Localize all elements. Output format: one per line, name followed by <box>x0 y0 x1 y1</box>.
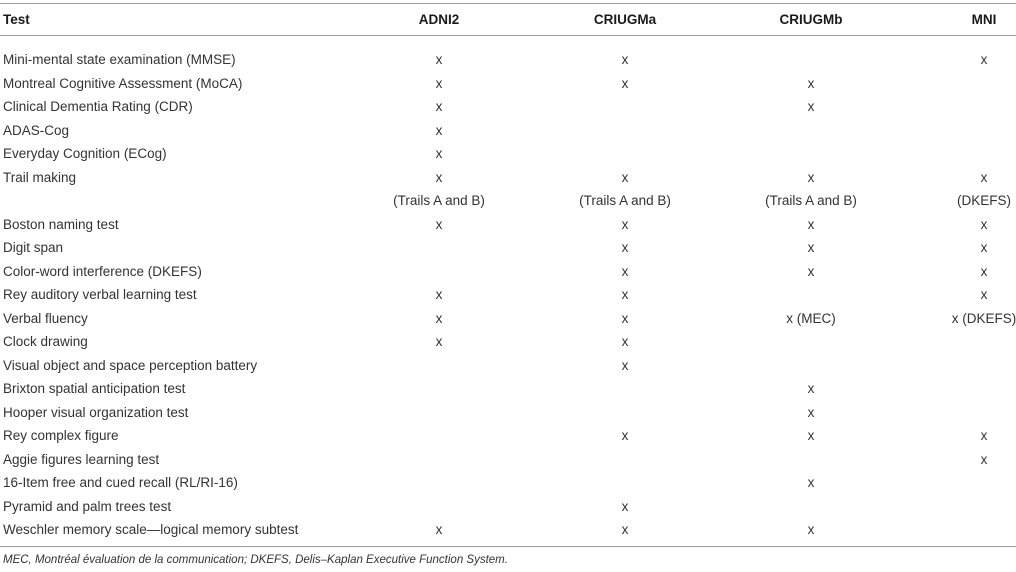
table-bottom-rule <box>0 546 1016 547</box>
header-adni2: ADNI2 <box>418 12 460 27</box>
row-cell-criugmb: x <box>807 76 815 91</box>
header-rule <box>0 35 1016 36</box>
row-cell-adni2: x <box>435 217 443 232</box>
row-cell-mni: x <box>980 428 988 443</box>
row-test-name: ADAS-Cog <box>3 123 70 138</box>
table-top-rule <box>0 3 1016 4</box>
row-cell-criugma: x <box>621 499 629 514</box>
row-cell-mni: x <box>980 217 988 232</box>
row-cell-adni2: x <box>435 311 443 326</box>
row-cell-criugmb: x (MEC) <box>786 311 836 326</box>
row-cell-criugma: x <box>621 311 629 326</box>
row-cell-adni2: x <box>435 170 443 185</box>
row-cell-criugma: x <box>621 334 629 349</box>
row-cell-mni: x <box>980 170 988 185</box>
row-cell-adni2: x <box>435 123 443 138</box>
row-test-name: Clock drawing <box>3 334 88 349</box>
table-footnote: MEC, Montréal évaluation de la communica… <box>3 554 508 566</box>
row-test-name: Rey complex figure <box>3 428 119 443</box>
row-cell-mni: x <box>980 52 988 67</box>
row-cell-criugma: x <box>621 428 629 443</box>
row-cell-adni2: x <box>435 522 443 537</box>
row-cell-criugma: x <box>621 287 629 302</box>
row-cell-adni2: x <box>435 52 443 67</box>
row-test-name: Boston naming test <box>3 217 119 232</box>
row-test-name: Digit span <box>3 240 64 255</box>
row-test-name: Visual object and space perception batte… <box>3 358 258 373</box>
row-cell-mni: x <box>980 452 988 467</box>
row-cell-mni: x <box>980 287 988 302</box>
header-criugmb: CRIUGMb <box>779 12 843 27</box>
row-cell-criugmb: x <box>807 522 815 537</box>
header-test: Test <box>3 12 30 27</box>
row-test-name: Weschler memory scale—logical memory sub… <box>3 522 299 537</box>
row-cell-criugmb: x <box>807 217 815 232</box>
row-test-name: Brixton spatial anticipation test <box>3 381 186 396</box>
row-cell-mni: x <box>980 264 988 279</box>
row-cell-criugmb: x <box>807 428 815 443</box>
row-cell-criugma: x <box>621 264 629 279</box>
row-cell-adni2: x <box>435 146 443 161</box>
row-cell-mni: (DKEFS) <box>957 193 1011 208</box>
row-cell-criugma: x <box>621 170 629 185</box>
row-test-name: Hooper visual organization test <box>3 405 189 420</box>
row-test-name: 16-Item free and cued recall (RL/RI-16) <box>3 475 238 490</box>
row-test-name: Rey auditory verbal learning test <box>3 287 197 302</box>
row-test-name: Mini-mental state examination (MMSE) <box>3 52 236 67</box>
row-cell-criugmb: x <box>807 264 815 279</box>
row-cell-adni2: x <box>435 287 443 302</box>
row-test-name: Aggie figures learning test <box>3 452 160 467</box>
row-cell-criugmb: x <box>807 170 815 185</box>
row-test-name: Verbal fluency <box>3 311 88 326</box>
row-cell-criugmb: x <box>807 240 815 255</box>
row-cell-criugma: x <box>621 52 629 67</box>
row-test-name: Trail making <box>3 170 77 185</box>
row-cell-mni: x <box>980 240 988 255</box>
row-cell-mni: x (DKEFS) <box>951 311 1016 326</box>
row-cell-adni2: (Trails A and B) <box>393 193 485 208</box>
row-test-name: Color-word interference (DKEFS) <box>3 264 202 279</box>
row-cell-criugma: x <box>621 217 629 232</box>
row-cell-criugmb: x <box>807 381 815 396</box>
row-cell-criugma: x <box>621 76 629 91</box>
row-cell-adni2: x <box>435 76 443 91</box>
row-cell-adni2: x <box>435 334 443 349</box>
header-criugma: CRIUGMa <box>593 12 657 27</box>
row-test-name: Pyramid and palm trees test <box>3 499 172 514</box>
header-mni: MNI <box>971 12 997 27</box>
row-cell-criugma: (Trails A and B) <box>579 193 671 208</box>
row-cell-criugmb: x <box>807 99 815 114</box>
row-cell-adni2: x <box>435 99 443 114</box>
row-cell-criugma: x <box>621 240 629 255</box>
row-cell-criugma: x <box>621 522 629 537</box>
row-test-name: Everyday Cognition (ECog) <box>3 146 167 161</box>
row-test-name: Clinical Dementia Rating (CDR) <box>3 99 193 114</box>
row-cell-criugmb: (Trails A and B) <box>765 193 857 208</box>
row-cell-criugmb: x <box>807 405 815 420</box>
row-cell-criugmb: x <box>807 475 815 490</box>
row-cell-criugma: x <box>621 358 629 373</box>
row-test-name: Montreal Cognitive Assessment (MoCA) <box>3 76 243 91</box>
